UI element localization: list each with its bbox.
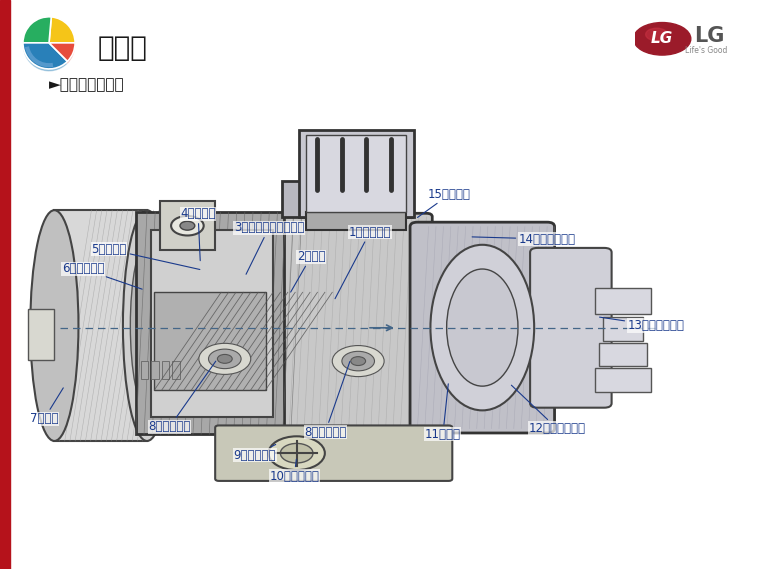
Text: 12、吸气过滤器: 12、吸气过滤器 [511,385,586,435]
Wedge shape [49,46,75,64]
Text: Life's Good: Life's Good [685,46,727,55]
Wedge shape [49,19,75,46]
Bar [141,361,148,379]
Bar [595,288,651,315]
Bar [55,210,147,441]
FancyBboxPatch shape [261,213,432,434]
Wedge shape [23,43,68,69]
Circle shape [199,343,251,374]
Text: 5、截止阀: 5、截止阀 [91,243,200,270]
FancyBboxPatch shape [530,248,612,407]
Circle shape [332,345,384,377]
Bar [595,368,651,392]
Wedge shape [23,17,51,43]
Circle shape [280,443,313,463]
FancyBboxPatch shape [410,222,555,433]
Circle shape [342,351,375,371]
Text: 1、阴阳转子: 1、阴阳转子 [335,226,391,299]
Bar [150,230,273,417]
Ellipse shape [123,210,171,441]
FancyBboxPatch shape [215,426,452,481]
Text: 13、吸气截止阀: 13、吸气截止阀 [600,317,685,332]
Circle shape [351,357,366,365]
Text: 7、油箕: 7、油箕 [30,388,63,425]
Bar [28,310,55,360]
Bar [299,130,413,217]
Bar [306,212,407,230]
Bar [154,292,265,390]
Circle shape [268,436,325,470]
Text: 3、活塞／弹簧／滑竿: 3、活塞／弹簧／滑竿 [234,221,304,274]
Bar [603,317,644,341]
Bar [140,290,169,365]
Text: 9、油加热器: 9、油加热器 [234,444,276,461]
Bar [306,135,407,212]
Circle shape [217,354,233,363]
Text: LG: LG [651,31,673,46]
Bar [151,361,159,379]
Ellipse shape [430,245,534,410]
Circle shape [646,28,667,41]
Bar [282,182,412,217]
Text: 压缩机: 压缩机 [97,34,147,63]
Wedge shape [49,43,75,61]
Wedge shape [23,19,51,46]
Text: 4、排气阀: 4、排气阀 [180,207,216,261]
Text: LG: LG [695,26,725,46]
Circle shape [180,221,195,230]
Wedge shape [23,46,68,72]
Bar [599,343,648,365]
Bar [162,361,169,379]
Ellipse shape [130,242,163,409]
Text: 6、油分离器: 6、油分离器 [62,262,142,289]
Ellipse shape [447,269,518,386]
Text: 15、配线柜: 15、配线柜 [417,188,470,217]
Text: 8、球形轴承: 8、球形轴承 [148,361,216,433]
Bar [136,212,284,434]
Text: 14、电机保护器: 14、电机保护器 [472,233,576,246]
Ellipse shape [30,210,78,441]
Wedge shape [49,17,75,43]
Circle shape [171,216,204,236]
Text: ►压缩机内部结构: ►压缩机内部结构 [49,77,125,92]
Bar [173,361,179,379]
Text: 2、滑阀: 2、滑阀 [290,250,325,292]
Bar [160,201,215,250]
Circle shape [634,23,691,55]
Text: 10、油过滤器: 10、油过滤器 [269,459,319,483]
Text: 8、球形轴承: 8、球形轴承 [304,361,350,439]
Text: 11、电机: 11、电机 [425,384,461,441]
Circle shape [208,349,241,369]
